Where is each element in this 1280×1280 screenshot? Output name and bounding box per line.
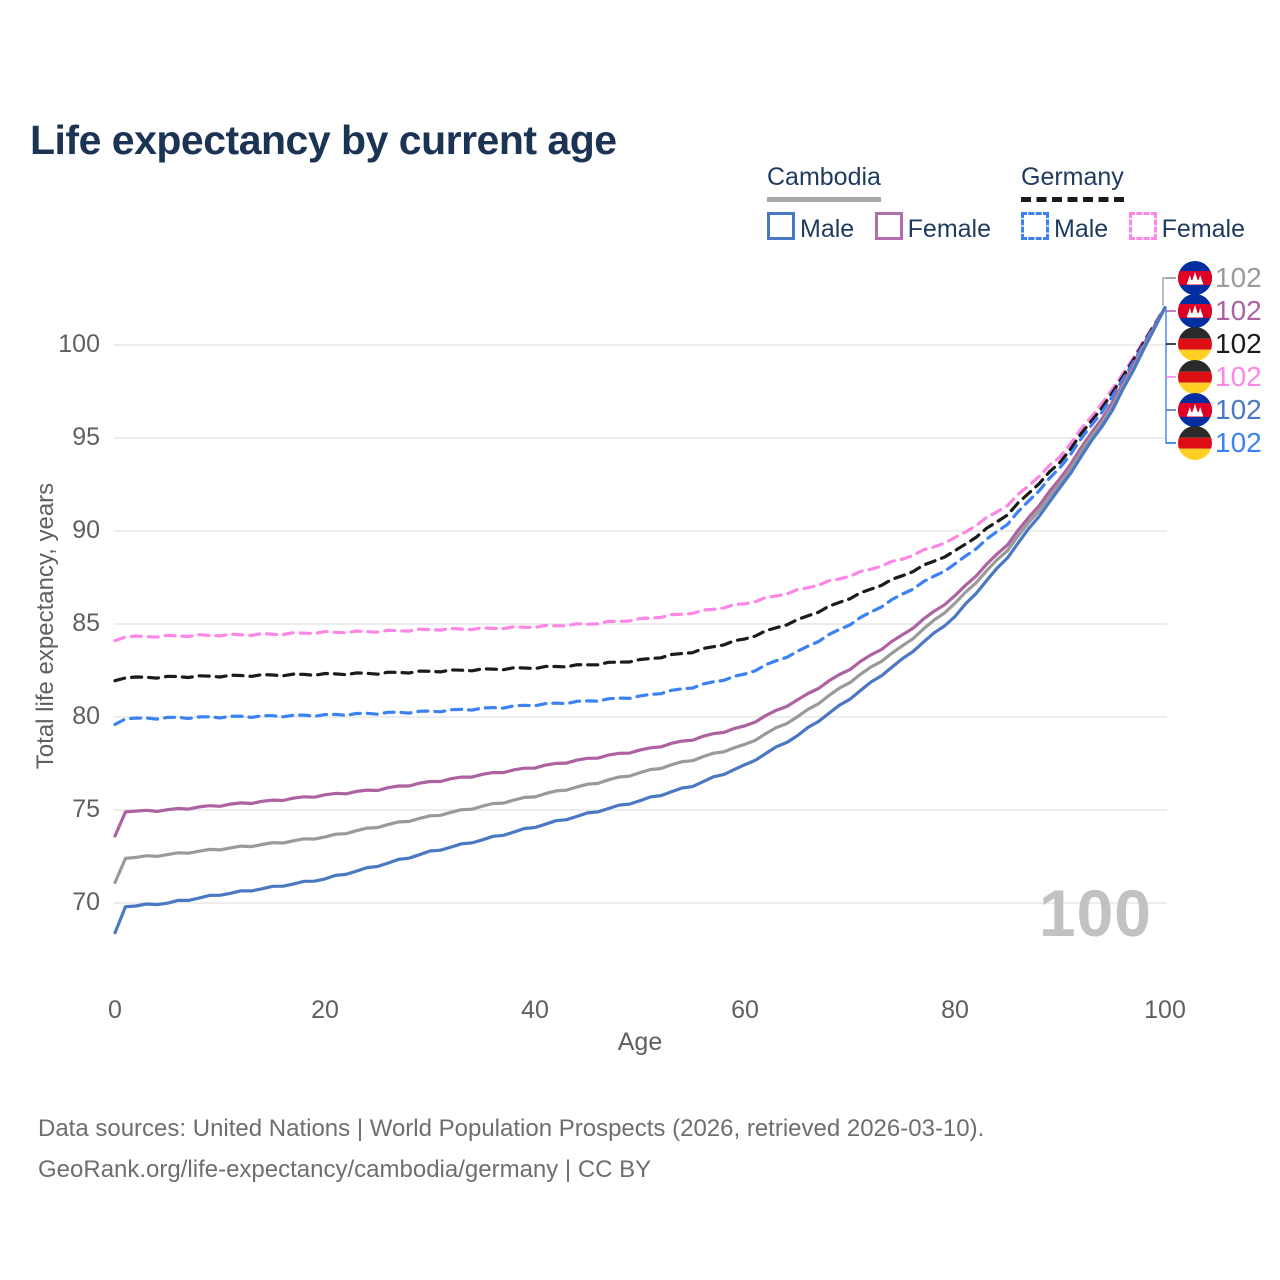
germany-flag-icon	[1178, 327, 1212, 361]
x-tick-label: 100	[1144, 996, 1186, 1024]
y-tick-label: 75	[72, 795, 100, 823]
end-value-label: 102	[1215, 295, 1262, 326]
label-connector	[1162, 277, 1176, 306]
y-tick-label: 100	[58, 330, 100, 358]
series-line-cambodia-both-sexes[interactable]	[113, 306, 1167, 885]
end-value-label: 102	[1215, 427, 1262, 458]
x-tick-label: 20	[311, 996, 339, 1024]
series-line-cambodia-male[interactable]	[113, 306, 1167, 935]
legend-item-label: Female	[1161, 215, 1246, 243]
germany-flag-icon	[1178, 426, 1212, 460]
series-line-germany-both-sexes[interactable]	[113, 306, 1167, 683]
legend-item-cambodia-female[interactable]: Female	[874, 212, 992, 244]
series-line-germany-female[interactable]	[113, 306, 1167, 643]
footer: Data sources: United Nations | World Pop…	[38, 1108, 984, 1190]
y-tick-label: 70	[72, 888, 100, 916]
legend-header-germany[interactable]: Germany	[1021, 163, 1124, 202]
footer-attribution: GeoRank.org/life-expectancy/cambodia/ger…	[38, 1156, 652, 1183]
germany-female-swatch-icon	[1128, 212, 1157, 240]
end-value-label: 102	[1215, 328, 1262, 359]
x-tick-label: 0	[108, 996, 122, 1024]
legend-item-label: Female	[907, 215, 992, 243]
legend-item-cambodia-male[interactable]: Male	[767, 212, 854, 244]
chart-title: Life expectancy by current age	[30, 117, 617, 164]
end-value-label: 102	[1215, 361, 1262, 392]
x-tick-label: 60	[731, 996, 759, 1024]
cambodia-female-swatch-icon	[874, 212, 903, 240]
legend-header-cambodia[interactable]: Cambodia	[767, 163, 881, 202]
y-tick-label: 95	[72, 423, 100, 451]
cambodia-flag-icon	[1178, 393, 1212, 427]
footer-data-sources: Data sources: United Nations | World Pop…	[38, 1115, 985, 1142]
x-tick-label: 40	[521, 996, 549, 1024]
end-value-label: 102	[1215, 262, 1262, 293]
cambodia-flag-icon	[1178, 294, 1212, 328]
series-line-cambodia-female[interactable]	[113, 306, 1167, 838]
current-age-watermark: 100	[1038, 876, 1152, 950]
legend-item-label: Male	[800, 215, 855, 243]
cambodia-male-swatch-icon	[767, 212, 795, 240]
y-tick-label: 90	[72, 516, 100, 544]
legend-group-germany: Germany Male Female	[1021, 163, 1245, 244]
cambodia-flag-icon	[1178, 261, 1212, 295]
y-tick-label: 80	[72, 702, 100, 730]
germany-flag-icon	[1178, 360, 1212, 394]
end-value-label: 102	[1215, 394, 1262, 425]
x-axis-title: Age	[617, 1028, 663, 1056]
x-tick-label: 80	[941, 996, 969, 1024]
legend-item-germany-female[interactable]: Female	[1128, 212, 1246, 244]
germany-male-swatch-icon	[1021, 212, 1049, 240]
series-line-germany-male[interactable]	[113, 306, 1167, 727]
legend-item-label: Male	[1054, 215, 1109, 243]
legend-item-germany-male[interactable]: Male	[1021, 212, 1108, 244]
legend-group-cambodia: Cambodia Male Female	[767, 163, 1007, 244]
y-tick-label: 85	[72, 609, 100, 637]
